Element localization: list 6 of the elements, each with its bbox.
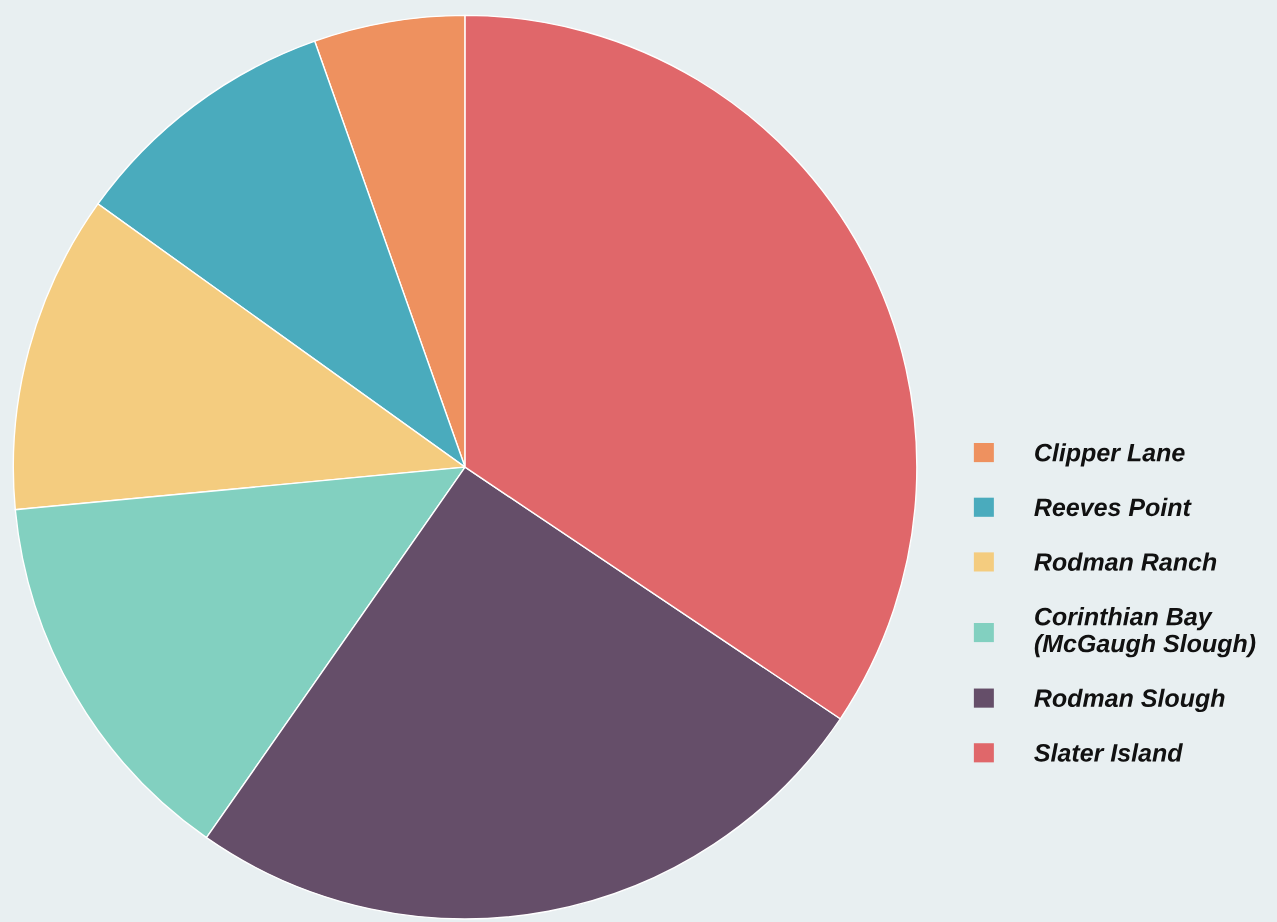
legend-label: Corinthian Bay (McGaugh Slough): [1034, 607, 1256, 658]
legend-label: Slater Island: [1034, 743, 1183, 762]
legend-label: Rodman Slough: [1034, 688, 1225, 712]
legend-label: Reeves Point: [1034, 497, 1192, 517]
legend-label: Rodman Ranch: [1034, 552, 1217, 571]
legend-label: Clipper Lane: [1035, 443, 1185, 467]
